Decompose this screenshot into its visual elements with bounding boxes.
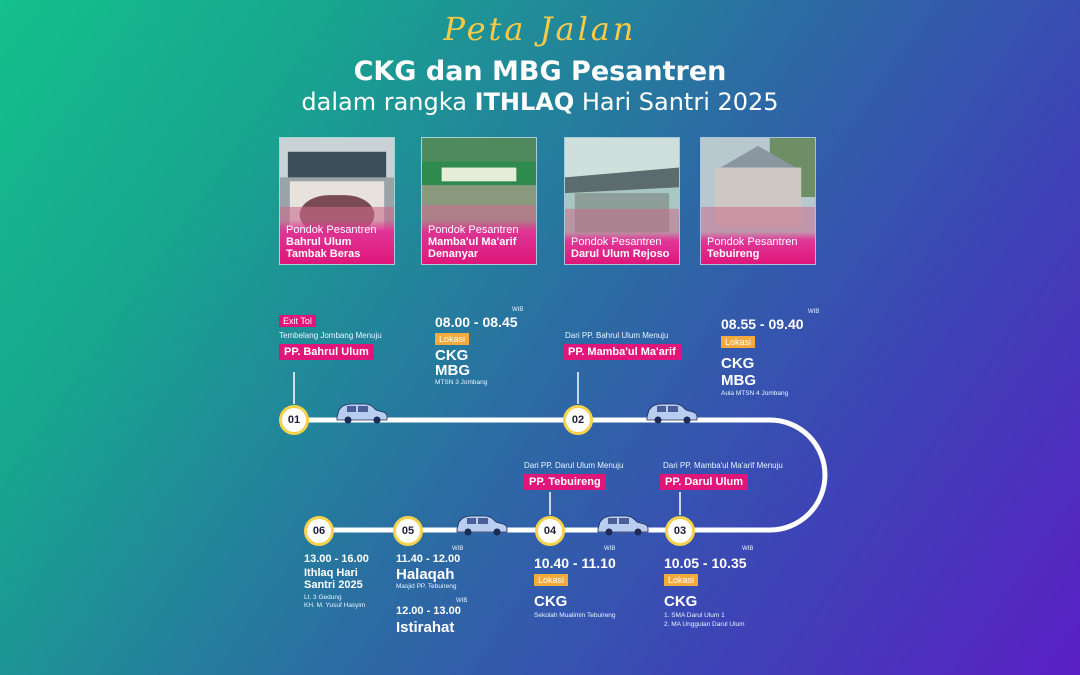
- node-03: 03: [665, 516, 695, 546]
- node-05: 05: [393, 516, 423, 546]
- pesantren-card: Pondok Pesantren Mamba'ul Ma'arif Denany…: [421, 137, 537, 265]
- card-line2: Mamba'ul Ma'arif: [428, 236, 517, 248]
- event6-place2: KH. M. Yusuf Hasyim: [304, 602, 366, 609]
- event3-wib: WIB: [742, 546, 754, 552]
- card-line1: Pondok Pesantren: [707, 236, 798, 248]
- event1-loc: Lokasi: [435, 333, 470, 345]
- car-icon: [597, 515, 649, 536]
- event5-wib2: WIB: [456, 598, 468, 604]
- car-icon: [456, 515, 508, 536]
- sub-title: dalam rangka ITHLAQ Hari Santri 2025: [0, 88, 1080, 116]
- car-icon: [646, 403, 698, 424]
- stop1-dest: PP. Bahrul Ulum: [279, 344, 374, 360]
- stop4-route: Dari PP. Darul Ulum Menuju: [524, 461, 624, 470]
- sub-title-prefix: dalam rangka: [301, 88, 475, 116]
- card-caption: Pondok Pesantren Darul Ulum Rejoso: [565, 232, 679, 264]
- main-title: CKG dan MBG Pesantren: [353, 56, 727, 87]
- event5-title: Halaqah: [396, 566, 455, 583]
- event2-loc: Lokasi: [721, 336, 756, 348]
- event1-wib: WIB: [512, 307, 524, 313]
- card-caption: Pondok Pesantren Bahrul Ulum Tambak Bera…: [280, 220, 394, 264]
- pesantren-card: Pondok Pesantren Bahrul Ulum Tambak Bera…: [279, 137, 395, 265]
- event2-time: 08.55 - 09.40: [721, 316, 804, 332]
- event5-time: 11.40 - 12.00: [396, 553, 461, 565]
- script-title: Peta Jalan: [443, 10, 637, 48]
- card-caption: Pondok Pesantren Mamba'ul Ma'arif Denany…: [422, 220, 536, 264]
- stop2-route: Dari PP. Bahrul Ulum Menuju: [565, 331, 669, 340]
- card-line3: Tambak Beras: [286, 248, 361, 260]
- card-caption: Pondok Pesantren Tebuireng: [701, 232, 815, 264]
- stop3-dest: PP. Darul Ulum: [660, 474, 749, 490]
- event2-b: MBG: [721, 372, 756, 389]
- event2-wib: WIB: [808, 309, 820, 315]
- card-line1: Pondok Pesantren: [286, 224, 377, 236]
- event3-time: 10.05 - 10.35: [664, 555, 747, 571]
- event4-place: Sekolah Mualimin Tebuireng: [534, 612, 616, 619]
- road-line: [287, 417, 828, 533]
- card-line2: Tebuireng: [707, 248, 760, 260]
- event5-title2: Istirahat: [396, 619, 455, 636]
- sub-title-bold: ITHLAQ: [474, 88, 575, 116]
- event4-a: CKG: [534, 593, 568, 610]
- card-line2: Darul Ulum Rejoso: [571, 248, 670, 260]
- event1-place: MTSN 3 Jombang: [435, 379, 488, 386]
- event6-time: 13.00 - 16.00: [304, 553, 369, 565]
- node-02: 02: [563, 405, 593, 435]
- event1-time: 08.00 - 08.45: [435, 314, 518, 330]
- event6-place1: Lt. 3 Gedung: [304, 594, 342, 601]
- event3-place1: 1. SMA Darul Ulum 1: [664, 612, 725, 619]
- stop1-route: Tembelang Jombang Menuju: [279, 331, 382, 340]
- sub-title-suffix: Hari Santri 2025: [574, 88, 779, 116]
- event4-time: 10.40 - 11.10: [534, 555, 616, 571]
- event3-place2: 2. MA Unggulan Darul Ulum: [664, 621, 745, 628]
- node-01: 01: [279, 405, 309, 435]
- car-icon: [336, 403, 388, 424]
- node-04: 04: [535, 516, 565, 546]
- card-line3: Denanyar: [428, 248, 479, 260]
- event5-wib: WIB: [452, 546, 464, 552]
- stop4-dest: PP. Tebuireng: [524, 474, 606, 490]
- event3-loc: Lokasi: [664, 574, 699, 586]
- event1-b: MBG: [435, 362, 470, 379]
- event2-place: Aula MTSN 4 Jombang: [721, 390, 789, 397]
- pesantren-card: Pondok Pesantren Darul Ulum Rejoso: [564, 137, 680, 265]
- card-line1: Pondok Pesantren: [428, 224, 519, 236]
- node-06: 06: [304, 516, 334, 546]
- event2-a: CKG: [721, 355, 755, 372]
- event6-title1: Ithlaq Hari: [304, 567, 358, 579]
- card-line2: Bahrul Ulum: [286, 236, 352, 248]
- event6-title2: Santri 2025: [304, 579, 363, 591]
- event3-a: CKG: [664, 593, 698, 610]
- card-line1: Pondok Pesantren: [571, 236, 662, 248]
- event5-place: Masjid PP. Tebuireng: [396, 583, 457, 590]
- stop3-route: Dari PP. Mamba'ul Ma'arif Menuju: [663, 461, 783, 470]
- stop2-dest: PP. Mamba'ul Ma'arif: [563, 344, 681, 360]
- event4-wib: WIB: [604, 546, 616, 552]
- event5-time2: 12.00 - 13.00: [396, 605, 461, 617]
- exit-tol-badge: Exit Tol: [279, 315, 316, 327]
- pesantren-card: Pondok Pesantren Tebuireng: [700, 137, 816, 265]
- event1-a: CKG: [435, 347, 469, 364]
- event4-loc: Lokasi: [534, 574, 569, 586]
